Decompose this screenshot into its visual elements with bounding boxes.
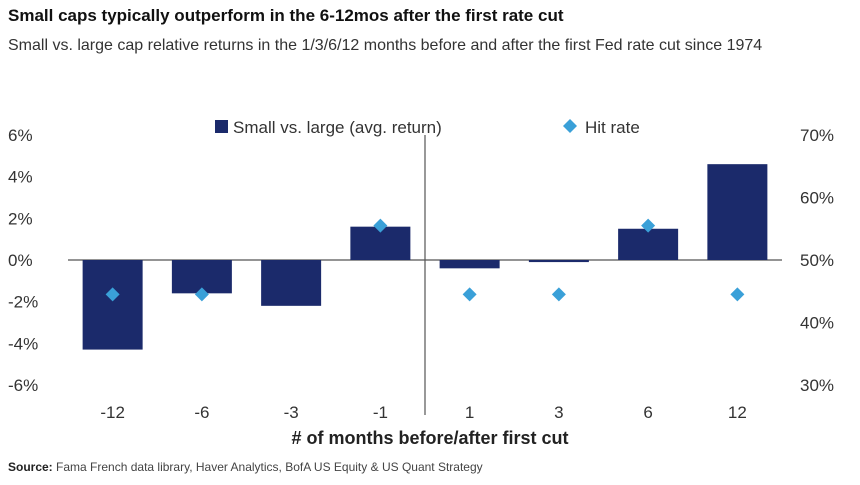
- x-tick-label: -3: [284, 403, 299, 422]
- chart-subtitle: Small vs. large cap relative returns in …: [8, 37, 763, 54]
- x-tick-label: 12: [728, 403, 747, 422]
- left-tick-label: -6%: [8, 376, 38, 395]
- bar: [707, 164, 768, 260]
- right-tick-label: 60%: [800, 189, 834, 208]
- right-tick-label: 40%: [800, 314, 834, 333]
- x-tick-label: 6: [643, 403, 652, 422]
- x-tick-label: -6: [194, 403, 209, 422]
- right-tick-label: 30%: [800, 376, 834, 395]
- x-tick-label: -1: [373, 403, 388, 422]
- source-note: Source: Fama French data library, Haver …: [8, 460, 483, 474]
- left-tick-label: 6%: [8, 126, 33, 145]
- source-label: Source:: [8, 460, 53, 474]
- bar: [439, 260, 500, 269]
- hit-rate-point: [462, 287, 477, 302]
- hit-rate-point: [641, 218, 656, 233]
- left-tick-label: -2%: [8, 293, 38, 312]
- x-tick-label: 1: [465, 403, 474, 422]
- chart-title: Small caps typically outperform in the 6…: [8, 6, 564, 25]
- x-axis-label: # of months before/after first cut: [291, 428, 568, 448]
- hit-rate-point: [194, 287, 209, 302]
- hit-rate-point: [105, 287, 120, 302]
- bar: [528, 260, 589, 263]
- left-tick-label: 2%: [8, 209, 33, 228]
- hit-rate-point: [373, 218, 388, 233]
- left-tick-label: -4%: [8, 334, 38, 353]
- hit-rate-point: [551, 287, 566, 302]
- source-text: Fama French data library, Haver Analytic…: [56, 460, 483, 474]
- hit-rate-point: [730, 287, 745, 302]
- x-tick-label: 3: [554, 403, 563, 422]
- bar: [82, 260, 143, 350]
- legend-swatch-hit-rate: [563, 119, 577, 133]
- legend-label-hit-rate: Hit rate: [585, 118, 640, 137]
- legend-label-bars: Small vs. large (avg. return): [233, 118, 442, 137]
- left-tick-label: 0%: [8, 251, 33, 270]
- legend-swatch-bars: [215, 120, 228, 133]
- x-tick-label: -12: [100, 403, 125, 422]
- bar: [618, 228, 679, 260]
- left-tick-label: 4%: [8, 168, 33, 187]
- right-tick-label: 50%: [800, 251, 834, 270]
- right-tick-label: 70%: [800, 126, 834, 145]
- bar: [261, 260, 322, 306]
